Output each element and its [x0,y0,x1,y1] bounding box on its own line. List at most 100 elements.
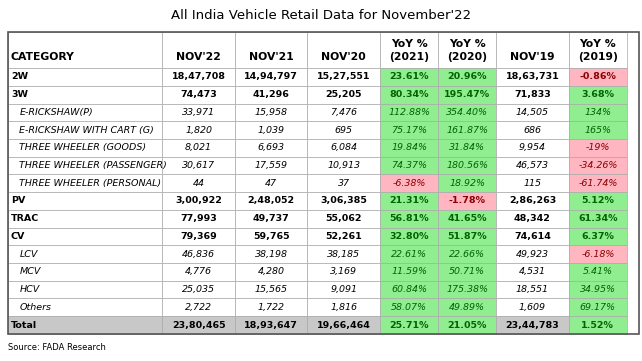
Bar [380,210,438,227]
Bar [438,121,496,139]
Text: E-RICKSHAW WITH CART (G): E-RICKSHAW WITH CART (G) [19,126,154,135]
Text: 37: 37 [338,179,350,188]
Text: 77,993: 77,993 [180,214,217,223]
Bar [496,139,569,157]
Bar [8,68,162,86]
Bar [162,263,235,281]
Bar [496,192,569,210]
Text: 74.37%: 74.37% [391,161,427,170]
Text: 6.37%: 6.37% [582,232,614,241]
Bar [496,104,569,121]
Text: 52,261: 52,261 [325,232,362,241]
Text: 23,44,783: 23,44,783 [506,321,559,330]
Text: 49.89%: 49.89% [449,303,485,312]
Text: -19%: -19% [586,143,610,152]
Bar [308,86,380,104]
Bar [8,174,162,192]
Text: 134%: 134% [584,108,611,117]
Bar [569,86,627,104]
Text: HCV: HCV [19,285,40,294]
Bar [235,157,308,174]
Bar [8,192,162,210]
Text: 71,833: 71,833 [514,90,551,99]
Bar [438,210,496,227]
Text: (2020): (2020) [447,52,487,62]
Text: 69.17%: 69.17% [580,303,616,312]
Text: PV: PV [11,196,25,205]
Bar [438,245,496,263]
Bar [235,227,308,245]
Text: 6,084: 6,084 [330,143,357,152]
Text: NOV'19: NOV'19 [510,52,555,62]
Bar [308,174,380,192]
Bar [380,32,438,68]
Bar [569,32,627,68]
Text: 175.38%: 175.38% [446,285,488,294]
Bar [569,227,627,245]
Text: -1.78%: -1.78% [449,196,485,205]
Bar [308,32,380,68]
Bar [308,192,380,210]
Bar [235,192,308,210]
Text: 1,039: 1,039 [257,126,284,135]
Text: NOV'22: NOV'22 [176,52,221,62]
Text: 354.40%: 354.40% [446,108,488,117]
Bar [162,192,235,210]
Text: 18,63,731: 18,63,731 [506,73,559,82]
Text: 74,614: 74,614 [514,232,551,241]
Text: 75.17%: 75.17% [391,126,427,135]
Text: 11.59%: 11.59% [391,268,427,277]
Text: 115: 115 [523,179,541,188]
Text: 15,27,551: 15,27,551 [317,73,370,82]
Bar [8,139,162,157]
Text: CV: CV [11,232,25,241]
Text: 32.80%: 32.80% [389,232,429,241]
Bar [308,316,380,334]
Text: 14,505: 14,505 [516,108,549,117]
Bar [308,245,380,263]
Text: All India Vehicle Retail Data for November'22: All India Vehicle Retail Data for Novemb… [171,9,471,22]
Bar [8,121,162,139]
Text: 38,185: 38,185 [327,250,360,259]
Text: NOV'20: NOV'20 [322,52,366,62]
Text: 3.68%: 3.68% [581,90,614,99]
Bar [308,157,380,174]
Text: 20.96%: 20.96% [447,73,487,82]
Text: 21.31%: 21.31% [389,196,429,205]
Text: 3,169: 3,169 [330,268,357,277]
Bar [380,263,438,281]
Text: THREE WHEELER (PERSONAL): THREE WHEELER (PERSONAL) [19,179,161,188]
Bar [235,316,308,334]
Text: 60.84%: 60.84% [391,285,427,294]
Text: 41.65%: 41.65% [447,214,487,223]
Bar [380,316,438,334]
Bar [380,192,438,210]
Bar [438,227,496,245]
Text: 15,565: 15,565 [255,285,288,294]
Text: 5.41%: 5.41% [583,268,612,277]
Bar [496,86,569,104]
Bar [438,68,496,86]
Text: 4,776: 4,776 [185,268,212,277]
Bar [438,157,496,174]
Bar [235,68,308,86]
Bar [380,157,438,174]
Text: E-RICKSHAW(P): E-RICKSHAW(P) [19,108,93,117]
Text: -6.18%: -6.18% [581,250,614,259]
Text: THREE WHEELER (PASSENGER): THREE WHEELER (PASSENGER) [19,161,167,170]
Text: 19,66,464: 19,66,464 [317,321,370,330]
Bar [308,121,380,139]
Bar [8,210,162,227]
Bar [438,299,496,316]
Text: -61.74%: -61.74% [578,179,618,188]
Bar [496,157,569,174]
Bar [162,104,235,121]
Bar [8,104,162,121]
Bar [496,281,569,299]
Bar [308,68,380,86]
Bar [8,281,162,299]
Bar [496,299,569,316]
Bar [569,263,627,281]
Bar [162,316,235,334]
Text: 3W: 3W [11,90,28,99]
